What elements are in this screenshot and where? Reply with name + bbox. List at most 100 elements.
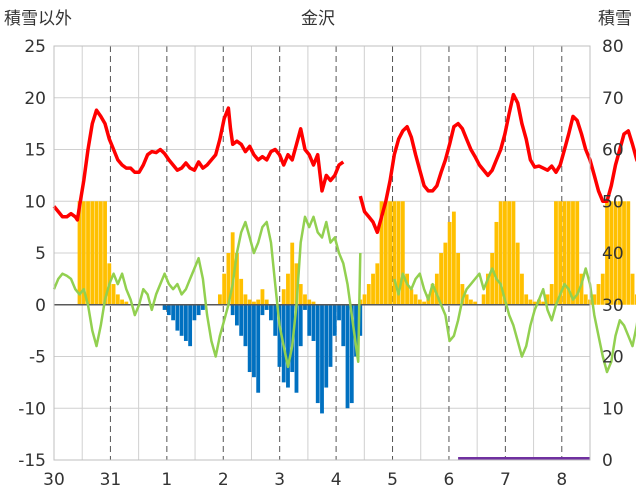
precipitation-bar bbox=[413, 294, 418, 305]
precipitation-bar bbox=[307, 299, 312, 305]
precipitation-bar bbox=[634, 294, 636, 305]
precipitation-bar bbox=[226, 253, 231, 305]
y-left-tick-label: -10 bbox=[18, 399, 46, 419]
sunshine-bar bbox=[315, 304, 320, 404]
precipitation-bar bbox=[294, 263, 299, 305]
sunshine-bar bbox=[324, 304, 329, 388]
sunshine-bar bbox=[349, 304, 354, 404]
sunshine-bar bbox=[196, 304, 201, 316]
precipitation-bar bbox=[120, 299, 124, 305]
precipitation-bar bbox=[260, 289, 265, 305]
precipitation-bar bbox=[239, 278, 244, 305]
precipitation-bar bbox=[549, 284, 554, 305]
x-day-label: 4 bbox=[331, 470, 342, 490]
sunshine-bar bbox=[171, 304, 176, 321]
sunshine-bar bbox=[332, 304, 337, 336]
labels-layer: 金沢 積雪以外 積雪 bbox=[4, 9, 632, 29]
sunshine-bar bbox=[188, 304, 193, 347]
y-left-tick-label: 25 bbox=[24, 37, 46, 57]
precipitation-bar bbox=[434, 273, 439, 305]
precipitation-bar bbox=[409, 289, 414, 305]
precipitation-bar bbox=[583, 294, 588, 305]
bars-layer bbox=[77, 201, 636, 414]
sunshine-bar bbox=[273, 304, 278, 336]
y-right-axis-label: 積雪 bbox=[598, 9, 632, 29]
precipitation-bar bbox=[298, 284, 303, 305]
precipitation-bar bbox=[375, 263, 380, 305]
sunshine-bar bbox=[286, 304, 290, 388]
sunshine-bar bbox=[294, 304, 299, 393]
precipitation-bar bbox=[503, 201, 507, 305]
precipitation-bar bbox=[430, 284, 435, 305]
precipitation-bar bbox=[111, 284, 116, 305]
x-day-label: 7 bbox=[500, 470, 511, 490]
precipitation-bar bbox=[371, 273, 375, 305]
precipitation-bar bbox=[362, 294, 367, 305]
precipitation-bar bbox=[247, 299, 252, 305]
precipitation-bar bbox=[264, 299, 269, 305]
sunshine-bar bbox=[303, 304, 307, 310]
precipitation-bar bbox=[447, 221, 452, 305]
precipitation-bar bbox=[626, 201, 631, 305]
precipitation-bar bbox=[617, 201, 622, 305]
wind-line bbox=[52, 215, 362, 369]
chart-title: 金沢 bbox=[301, 9, 335, 29]
sunshine-bar bbox=[179, 304, 184, 336]
precipitation-bar bbox=[600, 273, 605, 305]
y-left-axis-label: 積雪以外 bbox=[4, 9, 72, 29]
precipitation-bar bbox=[439, 253, 444, 305]
precipitation-bar bbox=[605, 201, 609, 305]
precipitation-bar bbox=[243, 294, 248, 305]
precipitation-bar bbox=[524, 294, 529, 305]
sunshine-bar bbox=[252, 304, 256, 378]
precipitation-bar bbox=[541, 301, 546, 305]
precipitation-bar bbox=[379, 201, 384, 305]
sunshine-bar bbox=[277, 304, 282, 367]
precipitation-bar bbox=[571, 201, 575, 305]
precipitation-bar bbox=[498, 201, 503, 305]
precipitation-bar bbox=[558, 201, 563, 305]
precipitation-bar bbox=[256, 299, 261, 305]
precipitation-bar bbox=[281, 289, 286, 305]
sunshine-bar bbox=[183, 304, 188, 341]
precipitation-bar bbox=[77, 201, 82, 305]
precipitation-bar bbox=[124, 301, 129, 305]
precipitation-bar bbox=[511, 201, 516, 305]
y-right-tick-label: 50 bbox=[602, 192, 624, 212]
sunshine-bar bbox=[260, 304, 265, 316]
sunshine-bar bbox=[230, 304, 235, 316]
sunshine-bar bbox=[311, 304, 316, 341]
sunshine-bar bbox=[328, 304, 333, 367]
sunshine-bar bbox=[264, 304, 269, 310]
precipitation-bar bbox=[451, 211, 456, 305]
x-day-label: 1 bbox=[161, 470, 172, 490]
sunshine-bar bbox=[307, 304, 312, 336]
x-day-label: 5 bbox=[387, 470, 398, 490]
precipitation-bar bbox=[392, 201, 397, 305]
y-left-tick-label: -15 bbox=[18, 451, 46, 471]
y-right-tick-label: 10 bbox=[602, 399, 624, 419]
precipitation-bar bbox=[609, 201, 614, 305]
precipitation-bar bbox=[388, 201, 392, 305]
precipitation-bar bbox=[464, 294, 469, 305]
precipitation-bar bbox=[98, 201, 103, 305]
precipitation-bar bbox=[115, 294, 120, 305]
y-left-tick-label: 0 bbox=[35, 296, 46, 316]
y-left-tick-label: 10 bbox=[24, 192, 46, 212]
precipitation-bar bbox=[592, 294, 597, 305]
precipitation-bar bbox=[532, 301, 537, 305]
y-left-tick-label: 15 bbox=[24, 141, 46, 161]
precipitation-bar bbox=[494, 221, 499, 305]
sunshine-bar bbox=[239, 304, 244, 336]
precipitation-bar bbox=[222, 273, 227, 305]
precipitation-bar bbox=[507, 201, 512, 305]
y-right-tick-label: 30 bbox=[602, 296, 624, 316]
sunshine-bar bbox=[354, 304, 358, 357]
precipitation-bar bbox=[596, 284, 601, 305]
precipitation-bar bbox=[545, 294, 550, 305]
precipitation-bar bbox=[400, 201, 405, 305]
precipitation-bar bbox=[405, 273, 409, 305]
precipitation-bar bbox=[417, 299, 422, 305]
sunshine-bar bbox=[269, 304, 273, 321]
